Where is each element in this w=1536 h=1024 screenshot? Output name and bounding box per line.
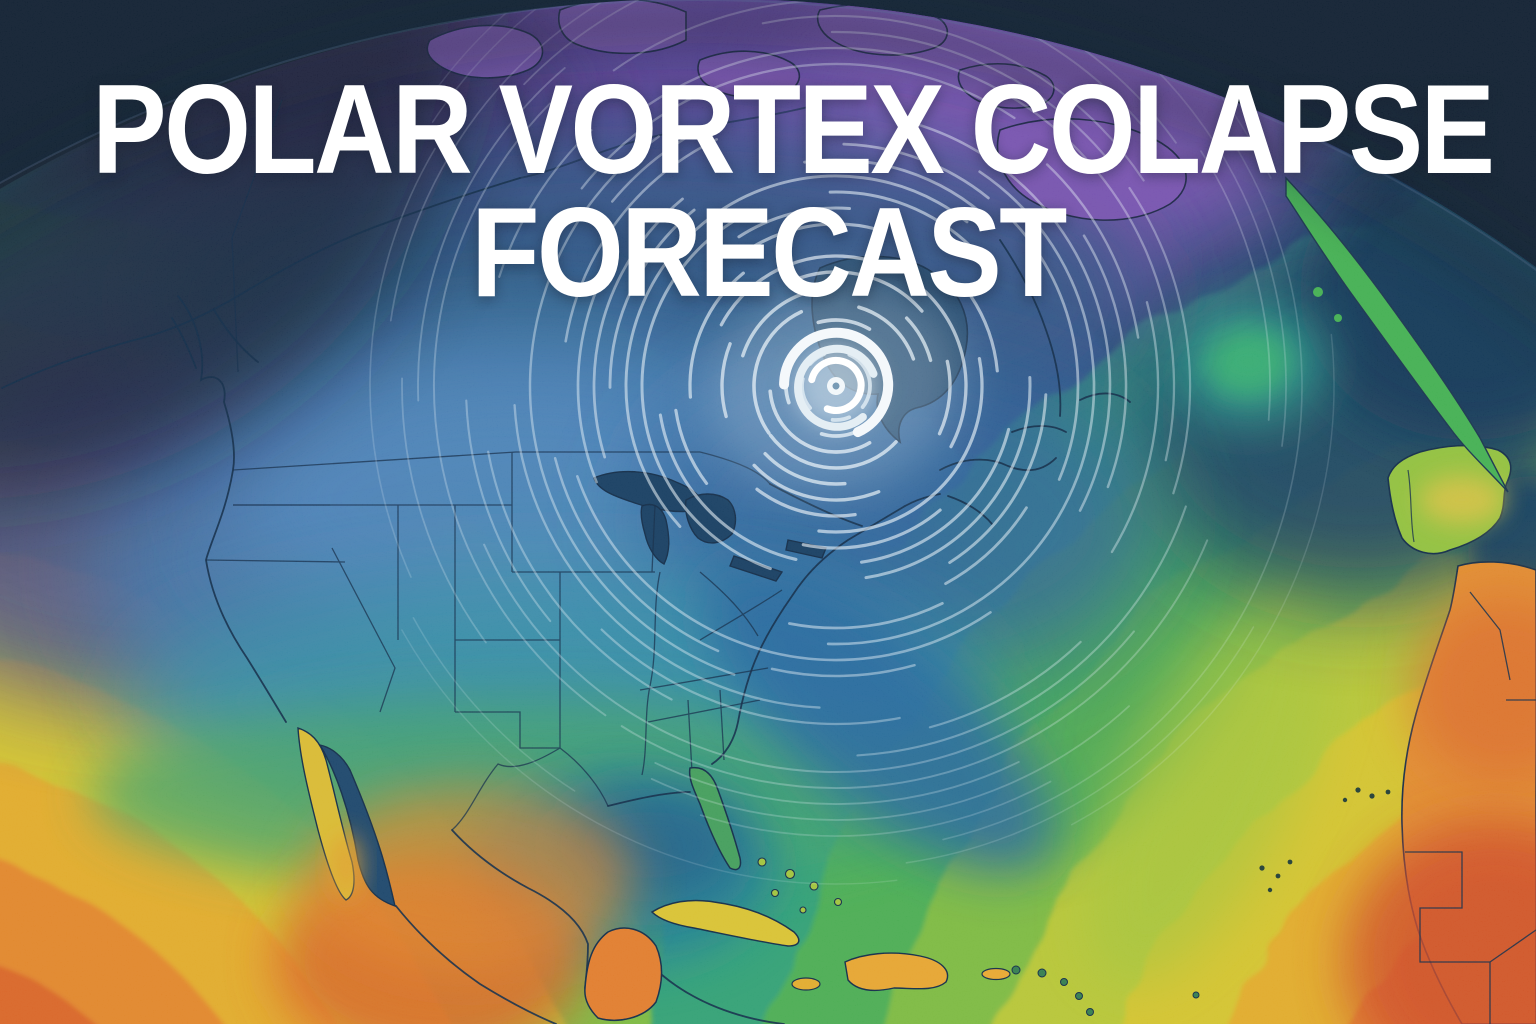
island-dot [1011,965,1021,975]
island-dot [1075,992,1083,1000]
island-dot [1060,978,1068,986]
island-dot [1287,859,1293,865]
island-dot [757,857,767,867]
island-dot [1275,873,1281,879]
island-dot [1355,787,1361,793]
jamaica [791,977,821,991]
baja-warm-tip [332,834,360,898]
warm-eddy-inner [1206,328,1290,396]
island-dot [1342,797,1348,803]
island-dot [1259,865,1265,871]
island-dot [1385,789,1391,795]
island-dot [1192,991,1200,999]
island-dot [799,906,807,914]
island-dot [784,868,796,880]
island-dot [1369,793,1375,799]
island-dot [1037,968,1047,978]
island-dot [1267,887,1273,893]
puerto-rico [981,967,1011,981]
island-dot [833,897,843,907]
iberia-warm-interior [1420,476,1504,524]
island-dot [1086,1008,1094,1016]
north-sea-island [1313,287,1323,297]
island-dot [770,888,780,898]
north-sea-island [1334,314,1342,322]
